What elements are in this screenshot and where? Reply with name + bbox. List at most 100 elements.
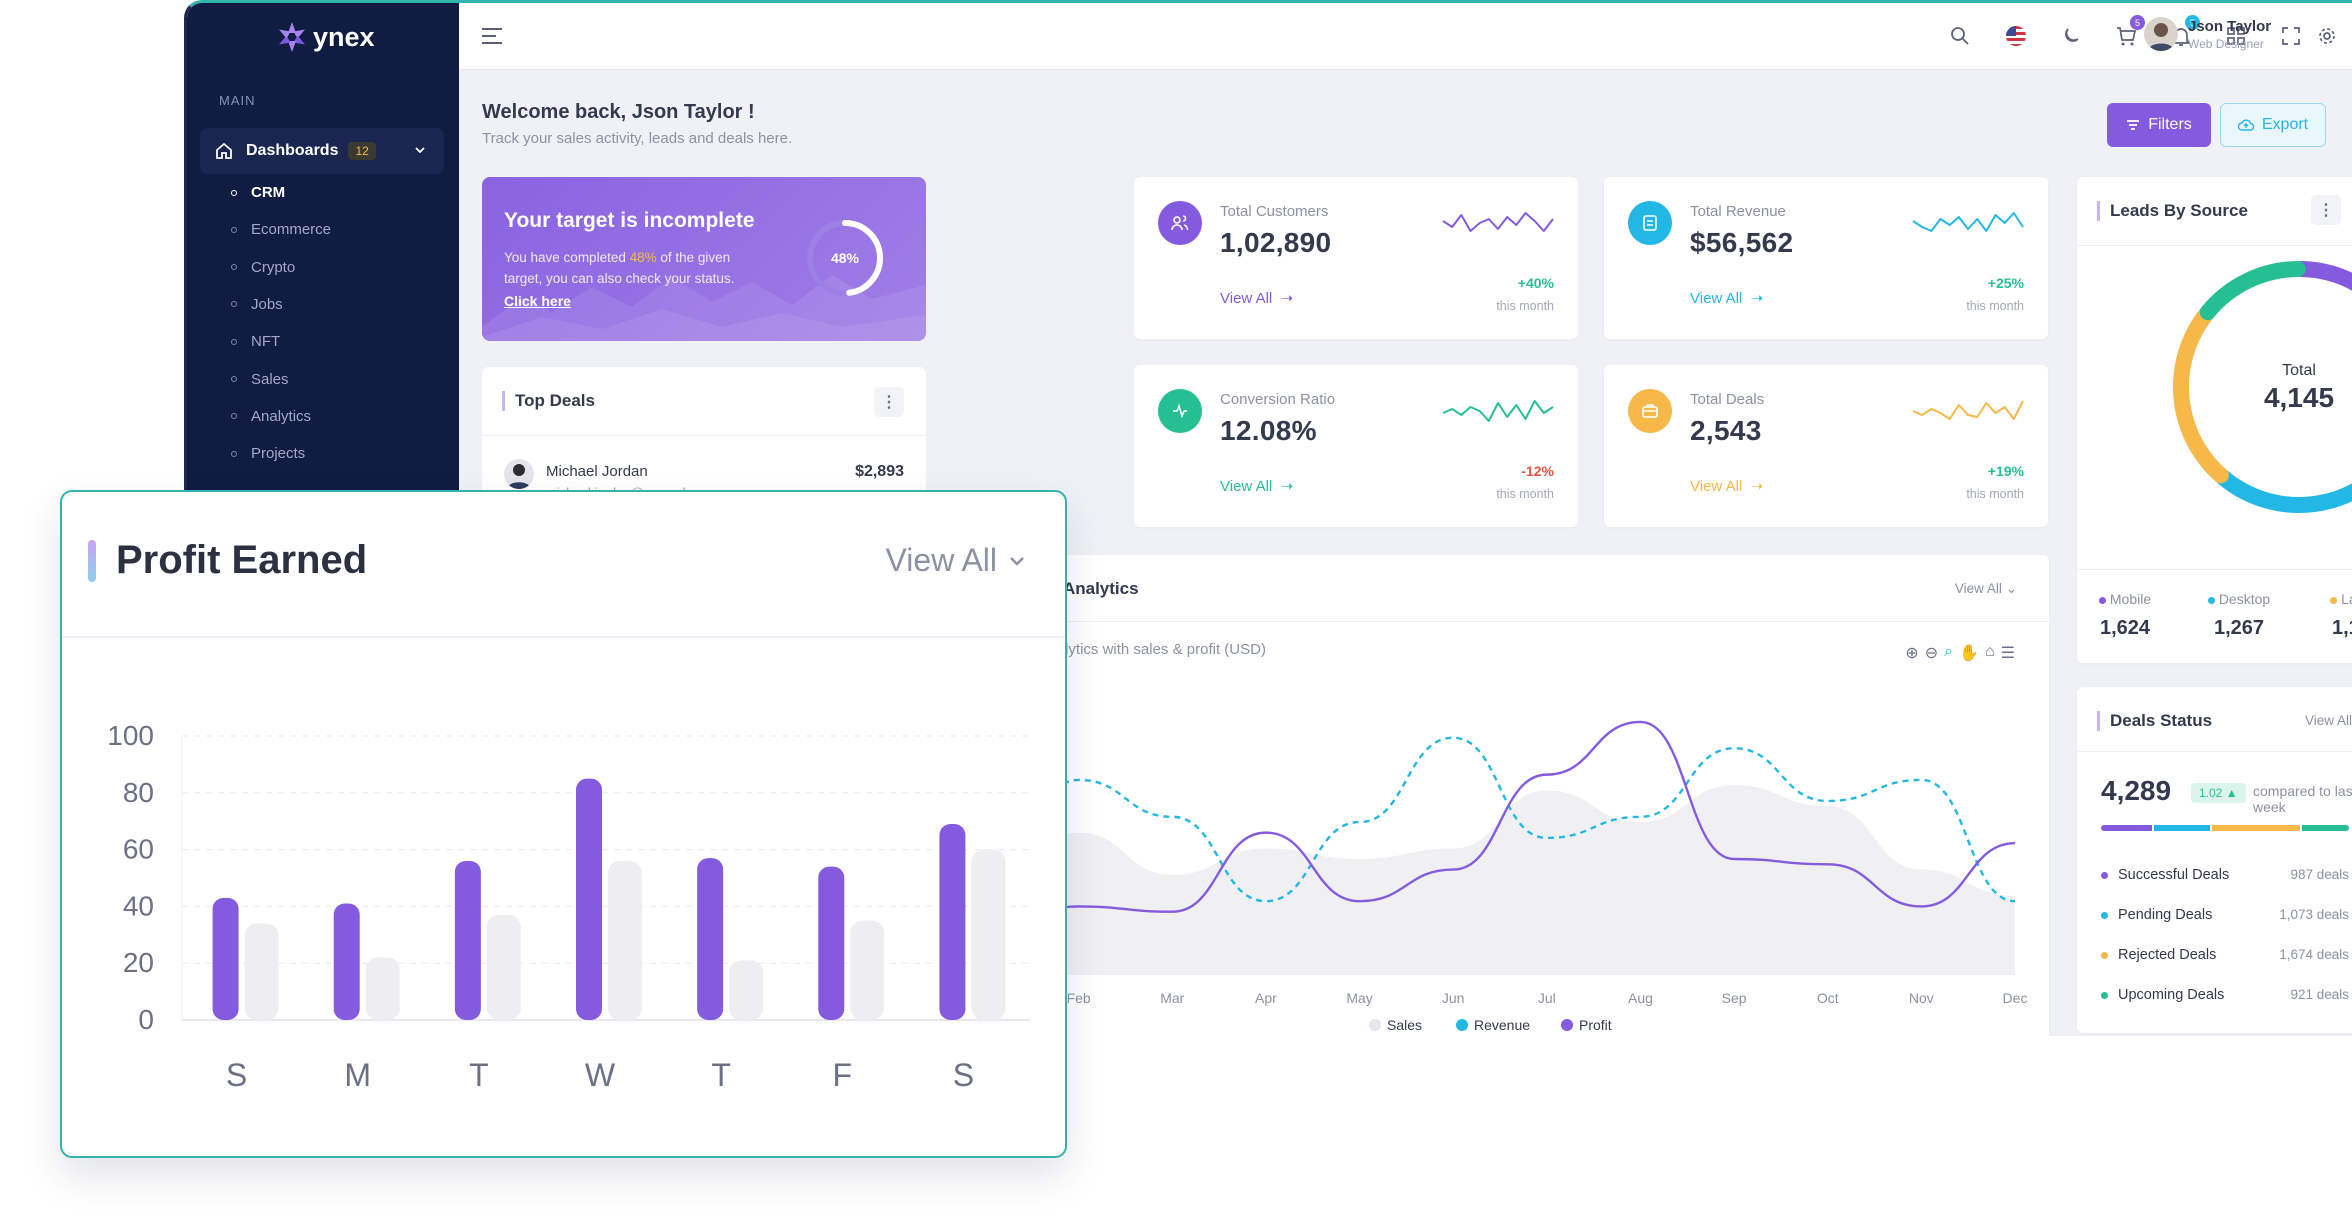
- lead-source-laptop: Laptop1,153: [2330, 591, 2352, 639]
- bar-primary[interactable]: [333, 903, 360, 1020]
- target-link[interactable]: Click here: [504, 293, 571, 309]
- bar-primary[interactable]: [818, 866, 845, 1020]
- profit-view-all[interactable]: View All: [886, 542, 1027, 579]
- donut-slice-mobile[interactable]: [2293, 261, 2352, 452]
- bar-secondary[interactable]: [971, 849, 1006, 1020]
- title-accent-bar: [88, 540, 96, 582]
- sidebar-subitem-analytics[interactable]: Analytics: [231, 408, 311, 425]
- x-tick-label: Mar: [1160, 990, 1184, 1006]
- export-label: Export: [2261, 116, 2309, 133]
- bullet-icon: [231, 264, 237, 271]
- x-tick-label: Nov: [1909, 990, 1934, 1006]
- sidebar-subitem-projects[interactable]: Projects: [231, 445, 305, 462]
- sidebar-subitem-sales[interactable]: Sales: [231, 371, 289, 388]
- stat-card-total-deals: Total Deals 2,543 View All ➝ +19% this month: [1604, 365, 2048, 527]
- sidebar-item-label: Dashboards: [246, 142, 339, 159]
- stat-label: Total Deals: [1690, 391, 1765, 408]
- revenue-analytics-card: Revenue Analytics View All ⌄ Revenue Ana…: [955, 555, 2049, 1036]
- dashboards-count-badge: 12: [348, 142, 376, 160]
- zoom-out-icon[interactable]: ⊖: [1924, 645, 1939, 662]
- sidebar-subitem-label: CRM: [251, 184, 286, 201]
- stat-view-all-link[interactable]: View All ➝: [1690, 478, 1764, 495]
- moon-icon[interactable]: [2058, 23, 2084, 49]
- x-tick-label: W: [585, 1057, 616, 1093]
- bar-secondary[interactable]: [244, 923, 279, 1020]
- sidebar-item-dashboards[interactable]: Dashboards 12: [200, 128, 444, 174]
- bar-secondary[interactable]: [729, 960, 764, 1020]
- bar-primary[interactable]: [212, 897, 239, 1020]
- stat-value: $56,562: [1690, 227, 1794, 258]
- bar-secondary[interactable]: [850, 920, 885, 1020]
- filters-button[interactable]: Filters: [2107, 103, 2211, 147]
- sidebar-subitem-ecommerce[interactable]: Ecommerce: [231, 221, 331, 238]
- filter-icon: [2127, 120, 2140, 130]
- analytics-view-all[interactable]: View All ⌄: [1954, 581, 2017, 596]
- donut-slice-tablet[interactable]: [2199, 261, 2306, 321]
- sidebar-subitem-jobs[interactable]: Jobs: [231, 296, 283, 313]
- export-button[interactable]: Export: [2220, 103, 2326, 147]
- apps-grid-icon[interactable]: [2223, 23, 2249, 49]
- cart-icon[interactable]: 5: [2113, 15, 2145, 49]
- zoom-in-icon[interactable]: ⊕: [1905, 645, 1919, 662]
- brand-logo[interactable]: ynex: [275, 17, 375, 57]
- legend-label[interactable]: Sales: [1387, 1017, 1422, 1033]
- bar-secondary[interactable]: [365, 957, 400, 1020]
- chart-toolbar: ⊕ ⊖ ⌕ ✋ ⌂ ☰: [1905, 643, 2015, 663]
- stat-period: this month: [1496, 487, 1554, 501]
- legend-label[interactable]: Profit: [1579, 1017, 1612, 1033]
- settings-gear-icon[interactable]: [2314, 23, 2340, 49]
- lead-source-mobile: Mobile 1,624: [2098, 591, 2152, 639]
- lead-source-desktop: Desktop 1,267: [2181, 591, 2297, 640]
- stat-view-all-link[interactable]: View All ➝: [1220, 290, 1294, 307]
- welcome-block: Welcome back, Json Taylor ! Track your s…: [482, 101, 792, 147]
- legend-label[interactable]: Revenue: [1474, 1017, 1530, 1033]
- bar-primary[interactable]: [697, 858, 724, 1020]
- bar-secondary[interactable]: [486, 914, 521, 1020]
- bullet-icon: [231, 301, 237, 308]
- stat-card-conversion-ratio: Conversion Ratio 12.08% View All ➝ -12% this…: [1134, 365, 1578, 527]
- bar-primary[interactable]: [939, 824, 966, 1020]
- magnifier-icon[interactable]: ⌕: [1944, 643, 1954, 660]
- leads-title: Leads By Source: [2097, 201, 2248, 221]
- us-flag-icon[interactable]: [2003, 23, 2029, 49]
- chevron-down-icon: [415, 147, 425, 154]
- more-options-icon[interactable]: ⋮: [874, 387, 904, 417]
- user-profile[interactable]: Json Taylor Web Designer: [2144, 17, 2271, 51]
- donut-slice-desktop[interactable]: [2215, 455, 2352, 513]
- sidebar-subitem-crypto[interactable]: Crypto: [231, 259, 295, 276]
- notification-count-badge: 5: [2185, 15, 2200, 30]
- stat-view-all-link[interactable]: View All ➝: [1690, 290, 1764, 307]
- more-options-icon[interactable]: ⋮: [2311, 195, 2341, 225]
- search-icon[interactable]: [1947, 23, 1973, 49]
- profit-title: Profit Earned: [116, 538, 368, 582]
- pulse-icon: [1158, 389, 1202, 433]
- stat-change: +19%: [1987, 463, 2024, 479]
- pan-hand-icon[interactable]: ✋: [1959, 645, 1979, 662]
- x-tick-label: Feb: [1067, 990, 1091, 1006]
- sidebar-subitem-label: Analytics: [251, 407, 312, 425]
- menu-toggle-icon[interactable]: [481, 26, 503, 46]
- target-title: Your target is incomplete: [504, 209, 755, 232]
- bar-secondary[interactable]: [608, 860, 642, 1020]
- deals-view-all[interactable]: View All ⌄: [2305, 713, 2352, 728]
- target-progress-label: 48%: [831, 250, 860, 266]
- chart-menu-icon[interactable]: ☰: [2000, 645, 2015, 662]
- stat-view-all-link[interactable]: View All ➝: [1220, 478, 1294, 495]
- sidebar-subitem-label: Projects: [251, 445, 306, 463]
- x-tick-label: Apr: [1255, 990, 1277, 1006]
- x-tick-label: T: [469, 1057, 489, 1093]
- reset-home-icon[interactable]: ⌂: [1984, 643, 1995, 660]
- deals-status-title: Deals Status: [2097, 711, 2212, 731]
- x-tick-label: S: [953, 1057, 974, 1093]
- sidebar-subitem-crm[interactable]: CRM: [231, 184, 285, 201]
- sidebar-subitem-nft[interactable]: NFT: [231, 333, 280, 350]
- avatar: [504, 459, 534, 489]
- bar-primary[interactable]: [454, 860, 481, 1020]
- stat-change: +40%: [1517, 275, 1554, 291]
- fullscreen-icon[interactable]: [2278, 23, 2304, 49]
- stat-change: -12%: [1521, 463, 1554, 479]
- brand-name: ynex: [313, 21, 375, 52]
- donut-center-label: Total: [2282, 362, 2316, 379]
- donut-slice-laptop[interactable]: [2173, 306, 2229, 484]
- bar-primary[interactable]: [576, 778, 602, 1020]
